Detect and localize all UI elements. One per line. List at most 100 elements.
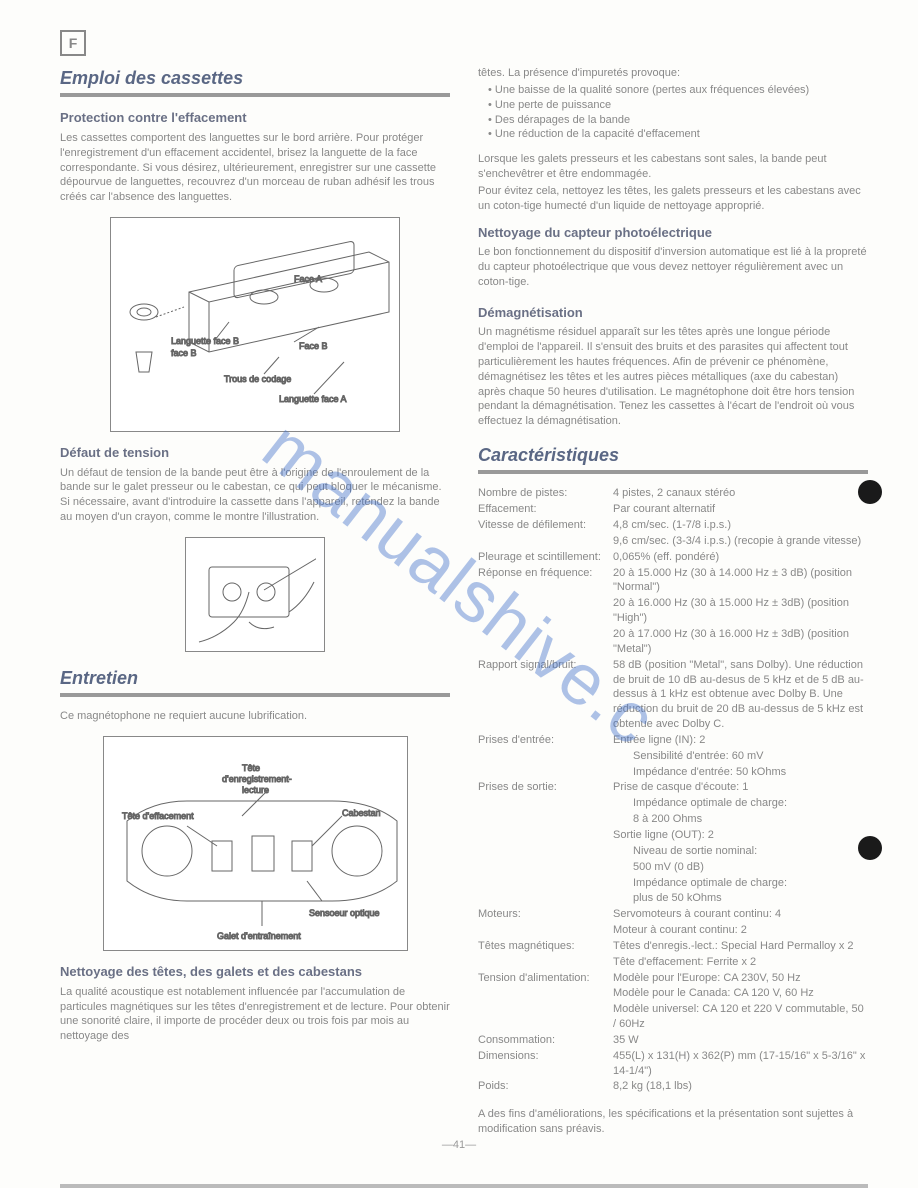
spec-row: Moteur à courant continu: 2: [478, 923, 868, 938]
spec-row: Sortie ligne (OUT): 2: [478, 828, 868, 843]
language-badge: F: [60, 30, 86, 56]
spec-value: Niveau de sortie nominal:: [613, 844, 868, 859]
spec-row: 20 à 17.000 Hz (30 à 16.000 Hz ± 3dB) (p…: [478, 627, 868, 657]
body-text: Ce magnétophone ne requiert aucune lubri…: [60, 709, 450, 724]
spec-value: 500 mV (0 dB): [613, 860, 868, 875]
spec-value: Par courant alternatif: [613, 502, 868, 517]
spec-value: 58 dB (position "Metal", sans Dolby). Un…: [613, 658, 868, 732]
binder-hole: [858, 480, 882, 504]
section-heading: Caractéristiques: [478, 443, 868, 467]
footer-divider: [60, 1184, 868, 1188]
spec-value: 4,8 cm/sec. (1-7/8 i.p.s.): [613, 518, 868, 533]
body-text: Le bon fonctionnement du dispositif d'in…: [478, 245, 868, 290]
spec-value: Sortie ligne (OUT): 2: [613, 828, 868, 843]
body-text: Les cassettes comportent des languettes …: [60, 131, 450, 205]
divider: [60, 693, 450, 697]
spec-value: Moteur à courant continu: 2: [613, 923, 868, 938]
fig-label: Trous de codage: [224, 374, 291, 384]
cassette-diagram: Face A Languette face B face B Face B Tr…: [110, 217, 400, 432]
body-text: Pour évitez cela, nettoyez les têtes, le…: [478, 184, 868, 214]
spec-value: Modèle pour l'Europe: CA 230V, 50 Hz: [613, 971, 868, 986]
spec-row: Moteurs:Servomoteurs à courant continu: …: [478, 907, 868, 922]
body-text: La qualité acoustique est notablement in…: [60, 985, 450, 1044]
heads-diagram: Tête d'effacement Tête d'enregistrement-…: [103, 736, 408, 951]
spec-row: Poids:8,2 kg (18,1 lbs): [478, 1079, 868, 1094]
spec-value: Prise de casque d'écoute: 1: [613, 780, 868, 795]
spec-value: Modèle universel: CA 120 et 220 V commut…: [613, 1002, 868, 1032]
fig-label: Cabestan: [342, 808, 381, 818]
fig-label: d'enregistrement-: [222, 774, 292, 784]
spec-row: Dimensions:455(L) x 131(H) x 362(P) mm (…: [478, 1049, 868, 1079]
body-text: Un défaut de tension de la bande peut êt…: [60, 466, 450, 525]
specs-table: Nombre de pistes:4 pistes, 2 canaux stér…: [478, 486, 868, 1095]
left-column: Emploi des cassettes Protection contre l…: [60, 66, 450, 1147]
spec-label: Nombre de pistes:: [478, 486, 613, 501]
spec-row: 8 à 200 Ohms: [478, 812, 868, 827]
list-item: Une baisse de la qualité sonore (pertes …: [488, 83, 868, 98]
spec-row: Impédance optimale de charge:: [478, 876, 868, 891]
pencil-tension-diagram: [185, 537, 325, 652]
spec-label: Vitesse de défilement:: [478, 518, 613, 533]
spec-row: 500 mV (0 dB): [478, 860, 868, 875]
fig-label: Sensoeur optique: [309, 908, 380, 918]
spec-row: Modèle universel: CA 120 et 220 V commut…: [478, 1002, 868, 1032]
spec-value: Sensibilité d'entrée: 60 mV: [613, 749, 868, 764]
spec-value: Tête d'effacement: Ferrite x 2: [613, 955, 868, 970]
spec-label: Rapport signal/bruit:: [478, 658, 613, 673]
spec-row: Impédance d'entrée: 50 kOhms: [478, 765, 868, 780]
spec-row: Pleurage et scintillement:0,065% (eff. p…: [478, 550, 868, 565]
fig-label: Languette face B: [171, 336, 239, 346]
spec-row: 9,6 cm/sec. (3-3/4 i.p.s.) (recopie à gr…: [478, 534, 868, 549]
spec-value: 20 à 17.000 Hz (30 à 16.000 Hz ± 3dB) (p…: [613, 627, 868, 657]
spec-row: Effacement:Par courant alternatif: [478, 502, 868, 517]
spec-row: Réponse en fréquence:20 à 15.000 Hz (30 …: [478, 566, 868, 596]
spec-value: Impédance optimale de charge:: [613, 796, 868, 811]
list-item: Des dérapages de la bande: [488, 113, 868, 128]
spec-label: Moteurs:: [478, 907, 613, 922]
fig-label: Face A: [294, 274, 322, 284]
body-text: Un magnétisme résiduel apparaît sur les …: [478, 325, 868, 429]
spec-label: Têtes magnétiques:: [478, 939, 613, 954]
spec-row: 20 à 16.000 Hz (30 à 15.000 Hz ± 3dB) (p…: [478, 596, 868, 626]
section-heading: Emploi des cassettes: [60, 66, 450, 90]
spec-value: Impédance optimale de charge:: [613, 876, 868, 891]
subsection-title: Défaut de tension: [60, 444, 450, 462]
bullet-list: Une baisse de la qualité sonore (pertes …: [478, 83, 868, 142]
spec-label: Tension d'alimentation:: [478, 971, 613, 986]
disclaimer-text: A des fins d'améliorations, les spécific…: [478, 1107, 868, 1137]
fig-label: Tête d'effacement: [122, 811, 194, 821]
spec-row: Rapport signal/bruit:58 dB (position "Me…: [478, 658, 868, 732]
spec-value: Modèle pour le Canada: CA 120 V, 60 Hz: [613, 986, 868, 1001]
spec-row: Tête d'effacement: Ferrite x 2: [478, 955, 868, 970]
spec-value: Servomoteurs à courant continu: 4: [613, 907, 868, 922]
spec-label: Effacement:: [478, 502, 613, 517]
subsection-title: Nettoyage des têtes, des galets et des c…: [60, 963, 450, 981]
spec-row: Têtes magnétiques:Têtes d'enregis.-lect.…: [478, 939, 868, 954]
fig-label: lecture: [242, 785, 269, 795]
spec-value: Têtes d'enregis.-lect.: Special Hard Per…: [613, 939, 868, 954]
subsection-title: Démagnétisation: [478, 304, 868, 322]
subsection-title: Nettoyage du capteur photoélectrique: [478, 224, 868, 242]
spec-value: 9,6 cm/sec. (3-3/4 i.p.s.) (recopie à gr…: [613, 534, 868, 549]
spec-row: Prises de sortie:Prise de casque d'écout…: [478, 780, 868, 795]
spec-value: 455(L) x 131(H) x 362(P) mm (17-15/16" x…: [613, 1049, 868, 1079]
spec-row: Prises d'entrée:Entrée ligne (IN): 2: [478, 733, 868, 748]
spec-label: Poids:: [478, 1079, 613, 1094]
spec-value: 8 à 200 Ohms: [613, 812, 868, 827]
page-number: —41—: [0, 1138, 918, 1153]
binder-hole: [858, 836, 882, 860]
spec-value: 8,2 kg (18,1 lbs): [613, 1079, 868, 1094]
spec-row: Niveau de sortie nominal:: [478, 844, 868, 859]
spec-row: Sensibilité d'entrée: 60 mV: [478, 749, 868, 764]
subsection-title: Protection contre l'effacement: [60, 109, 450, 127]
spec-value: 4 pistes, 2 canaux stéréo: [613, 486, 868, 501]
spec-value: 35 W: [613, 1033, 868, 1048]
divider: [478, 470, 868, 474]
spec-row: Tension d'alimentation:Modèle pour l'Eur…: [478, 971, 868, 986]
list-item: Une réduction de la capacité d'effacemen…: [488, 127, 868, 142]
section-heading: Entretien: [60, 666, 450, 690]
spec-label: Dimensions:: [478, 1049, 613, 1064]
spec-label: Prises d'entrée:: [478, 733, 613, 748]
divider: [60, 93, 450, 97]
spec-label: Consommation:: [478, 1033, 613, 1048]
